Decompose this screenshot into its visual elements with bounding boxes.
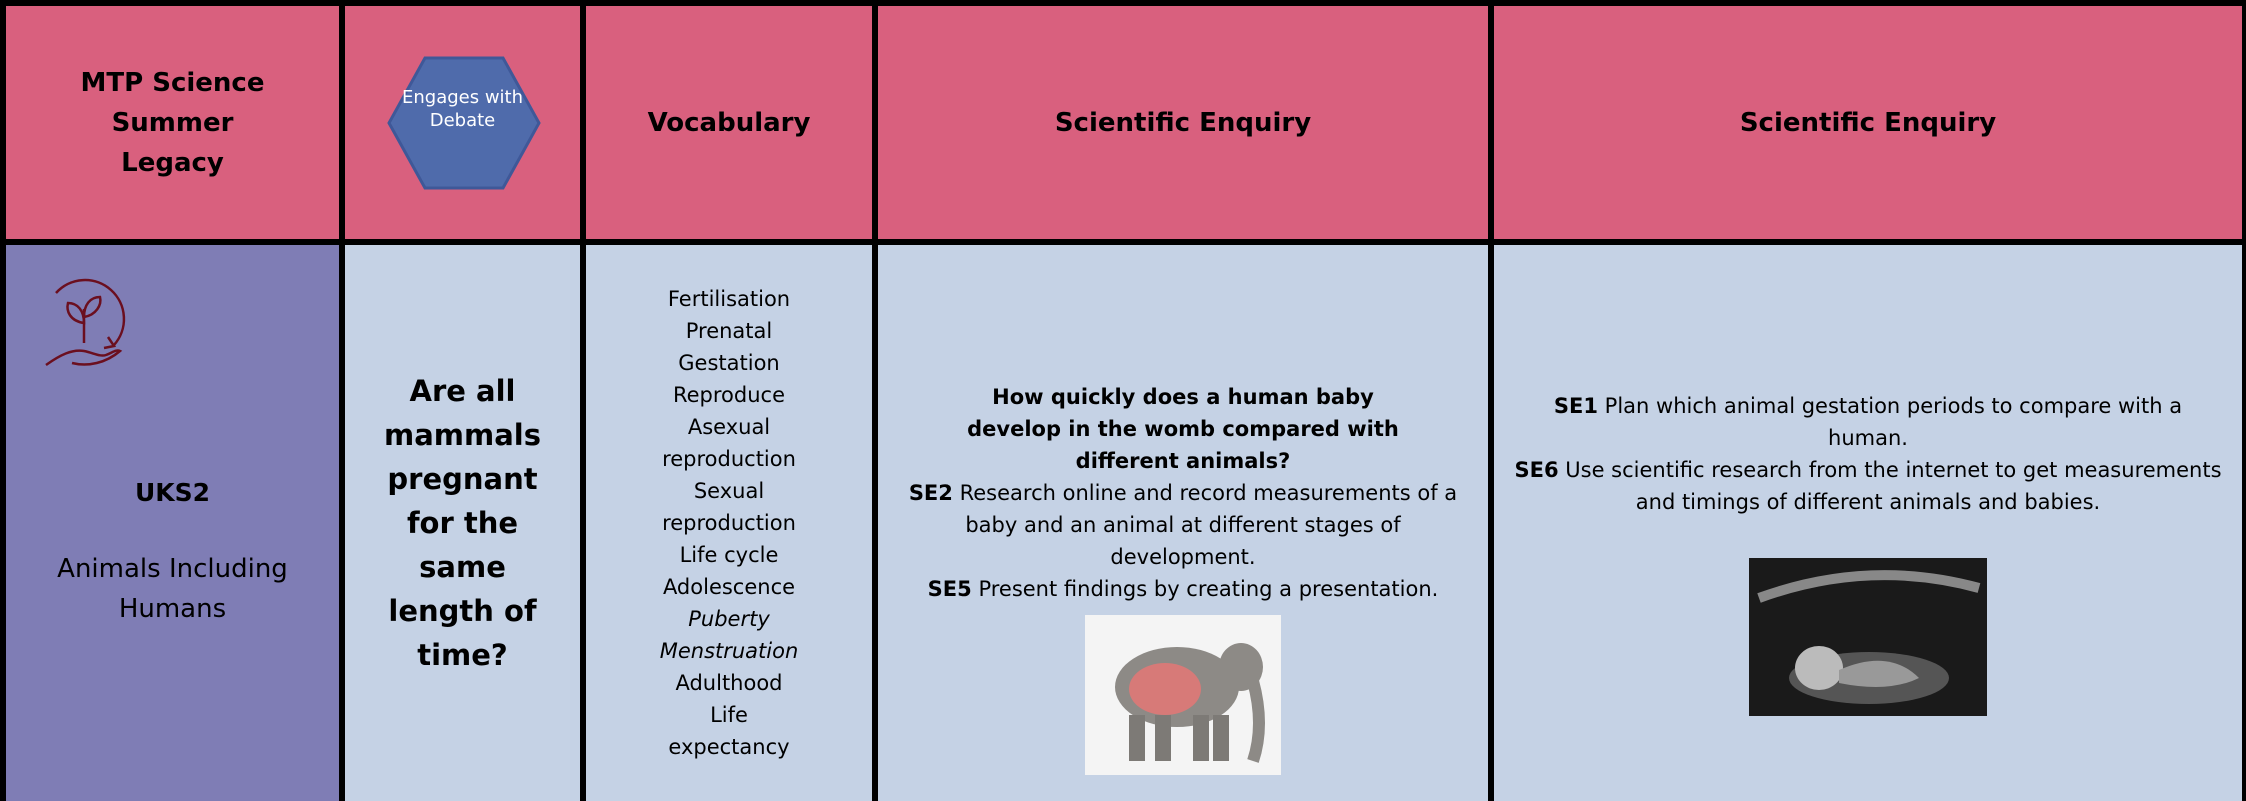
enquiry-text: Present findings by creating a presentat…	[978, 577, 1439, 601]
topic: Animals Including Humans	[57, 554, 288, 624]
header-enquiry: Scientific Enquiry	[1494, 6, 2242, 239]
vocabulary-item: Puberty	[688, 607, 770, 631]
enquiry-text: Research online and record measurements …	[959, 481, 1458, 569]
vocabulary-item: Reproduce	[672, 383, 786, 407]
header-badge: Engages with Debate	[345, 6, 580, 239]
enquiry-cell: SE1 Plan which animal gestation periods …	[1494, 245, 2242, 801]
enquiry-code: SE1	[1553, 394, 1598, 418]
question: Are all mammals pregnant for the same le…	[345, 245, 580, 801]
vocabulary-item: Life cycle	[679, 543, 779, 567]
vocabulary-list: Fertilisation Prenatal Gestation Reproduce A…	[586, 245, 872, 801]
badge-hexagon	[386, 56, 541, 189]
enquiry-code: SE6	[1514, 458, 1559, 482]
vocabulary-item: Adulthood	[675, 671, 783, 695]
title-line: Summer	[111, 107, 234, 138]
vocabulary-item: Sexual reproduction	[662, 479, 796, 535]
title-line: Legacy	[121, 147, 224, 178]
vocabulary-item: Prenatal	[685, 319, 773, 343]
enquiry-question: How quickly does a human baby develop in…	[967, 385, 1399, 473]
vocabulary-item: Menstruation	[659, 639, 799, 663]
title-line: MTP Science	[80, 67, 265, 98]
enquiry-cell: How quickly does a human baby develop in…	[878, 245, 1488, 801]
vocabulary-item: Asexual reproduction	[662, 415, 796, 471]
vocabulary-item: Fertilisation	[667, 287, 791, 311]
enquiry-text: Use scientific research from the interne…	[1565, 458, 2222, 514]
enquiry-text: Plan which animal gestation periods to c…	[1604, 394, 2183, 450]
topic-cell: UKS2 Animals Including Humans	[6, 245, 339, 801]
stage: UKS2	[134, 478, 211, 507]
header-enquiry: Scientific Enquiry	[878, 6, 1488, 239]
vocabulary-item: Gestation	[678, 351, 780, 375]
enquiry-code: SE5	[927, 577, 972, 601]
enquiry-item: SE6 Use scientific research from the int…	[1514, 454, 2222, 518]
enquiry-item: SE1 Plan which animal gestation periods …	[1514, 390, 2222, 454]
enquiry-code: SE2	[908, 481, 953, 505]
elephant-image	[1085, 615, 1281, 775]
enquiry-item: SE5 Present findings by creating a prese…	[928, 573, 1439, 605]
ultrasound-image	[1749, 558, 1987, 716]
vocabulary-item: Adolescence	[662, 575, 796, 599]
header-title: MTP Science Summer Legacy	[6, 6, 339, 239]
badge-text: Engages with Debate	[401, 86, 524, 131]
plant-icon	[45, 278, 126, 367]
header-vocabulary: Vocabulary	[586, 6, 872, 239]
vocabulary-item: Life expectancy	[668, 703, 790, 759]
debate-badge: Engages with Debate	[385, 54, 541, 192]
enquiry-item: SE2 Research online and record measureme…	[898, 477, 1468, 573]
